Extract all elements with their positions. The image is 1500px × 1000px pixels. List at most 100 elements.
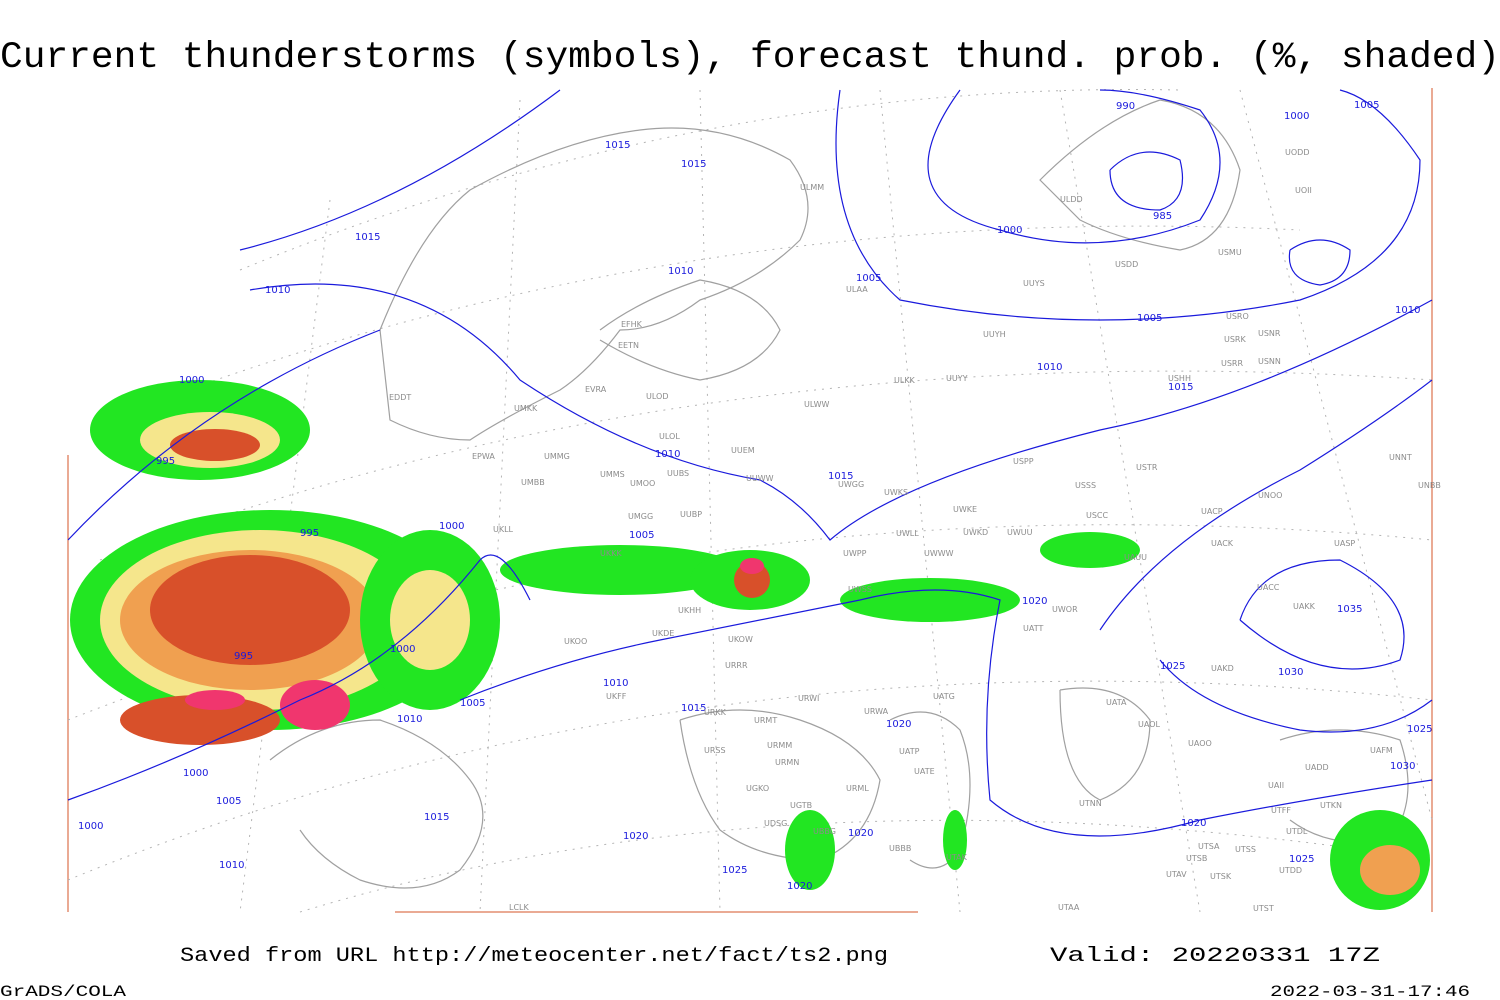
isobar-label: 1010 [265,285,290,296]
isobar-label: 1020 [848,828,873,839]
station-code: UGTB [790,801,812,810]
station-code: UUBS [667,469,689,478]
isobar-label: 1020 [787,881,812,892]
isobar-label: 1000 [1284,111,1309,122]
station-code: UKFF [606,692,627,701]
isobar-label: 1030 [1278,667,1303,678]
station-code: UATT [1023,624,1043,633]
station-code: UTSS [1235,845,1256,854]
station-code: UTDL [1286,827,1308,836]
station-code: UUEM [731,446,755,455]
isobar-label: 1015 [1168,382,1193,393]
station-code: UKDE [652,629,674,638]
station-code: UMGG [628,512,653,521]
isobar-label: 1005 [629,530,654,541]
station-code: UWKS [884,488,908,497]
station-code: USCC [1086,511,1109,520]
isobar-label: 995 [234,651,253,662]
timestamp: 2022-03-31-17:46 [1270,983,1470,1000]
isobar-label: 1010 [219,860,244,871]
station-code: UASP [1334,539,1355,548]
station-code: UKOO [564,637,587,646]
station-code: USDD [1115,260,1138,269]
isobar-label: 1010 [1395,305,1420,316]
isobar-label: 1025 [1289,854,1314,865]
station-code: UKOW [728,635,753,644]
station-code: USHH [1168,374,1191,383]
station-code: UODD [1285,148,1309,157]
station-code: UWUU [1007,528,1033,537]
map-title: Current thunderstorms (symbols), forecas… [0,37,1500,79]
station-code: UKHH [678,606,701,615]
station-code: UAFM [1370,746,1393,755]
station-code: URMT [754,716,777,725]
station-code: USSS [1075,481,1096,490]
station-code: UAUU [1124,553,1147,562]
isobar-label: 1010 [397,714,422,725]
isobar-label: 1035 [1337,604,1362,615]
map-frame [67,88,1433,913]
isobar-label: 995 [300,528,319,539]
isobar-label: 1025 [722,865,747,876]
valid-time: Valid: 20220331 17Z [1050,945,1380,968]
station-code: EETN [618,341,639,350]
station-code: UMKK [514,404,538,413]
coastlines [269,99,1409,889]
station-code: USNN [1258,357,1281,366]
station-code: UDSG [764,819,787,828]
isobar-label: 985 [1153,211,1172,222]
station-code: UNBB [1418,481,1441,490]
station-code: UKLL [493,525,514,534]
isobar-label: 1000 [78,821,103,832]
station-code: EVRA [585,385,607,394]
isobar-label: 1000 [183,768,208,779]
station-code: URMN [775,758,799,767]
station-code: UWPP [843,549,867,558]
station-code: URRR [725,661,748,670]
isobar-label: 1015 [424,812,449,823]
station-code: UTSK [1210,872,1232,881]
station-code: UNOO [1258,491,1282,500]
isobar-label: 1020 [1022,596,1047,607]
isobar-label: 1020 [1181,818,1206,829]
isobar-label: 1005 [460,698,485,709]
isobar-label: 1010 [603,678,628,689]
isobar-label: 1005 [1354,100,1379,111]
station-code: URMM [767,741,792,750]
station-code: UTAV [1166,870,1187,879]
station-code: URKK [704,708,727,717]
station-code: ULOL [659,432,680,441]
station-code: UMOO [630,479,655,488]
station-code: UUYY [946,374,968,383]
station-code: UTAA [1058,903,1080,912]
station-code: EFHK [621,320,643,329]
isobar-label: 1015 [681,159,706,170]
station-code: UTDD [1279,866,1302,875]
station-code: USNR [1258,329,1281,338]
isobar-label: 1005 [1137,313,1162,324]
isobar-label: 995 [156,456,175,467]
station-code: UATG [933,692,955,701]
station-code: UOII [1295,186,1312,195]
station-code: ULOD [646,392,668,401]
station-code: UATE [914,767,935,776]
isobar-label: 1010 [668,266,693,277]
station-code: UAOO [1188,739,1212,748]
station-code: ULWW [804,400,829,409]
station-code: USMU [1218,248,1242,257]
station-code: UWWW [924,549,954,558]
isobar-label: 1005 [856,273,881,284]
thunderstorm-probability-shading [70,380,1430,910]
graticule [67,89,1433,913]
station-code: UNNT [1389,453,1412,462]
station-code: URWI [798,694,819,703]
station-code: UTNN [1079,799,1102,808]
station-code: UAKD [1211,664,1234,673]
station-code: UGKO [746,784,769,793]
station-code: UMBB [521,478,545,487]
source-url: Saved from URL http://meteocenter.net/fa… [180,945,888,968]
isobar-label: 990 [1116,101,1135,112]
station-code: URML [846,784,869,793]
